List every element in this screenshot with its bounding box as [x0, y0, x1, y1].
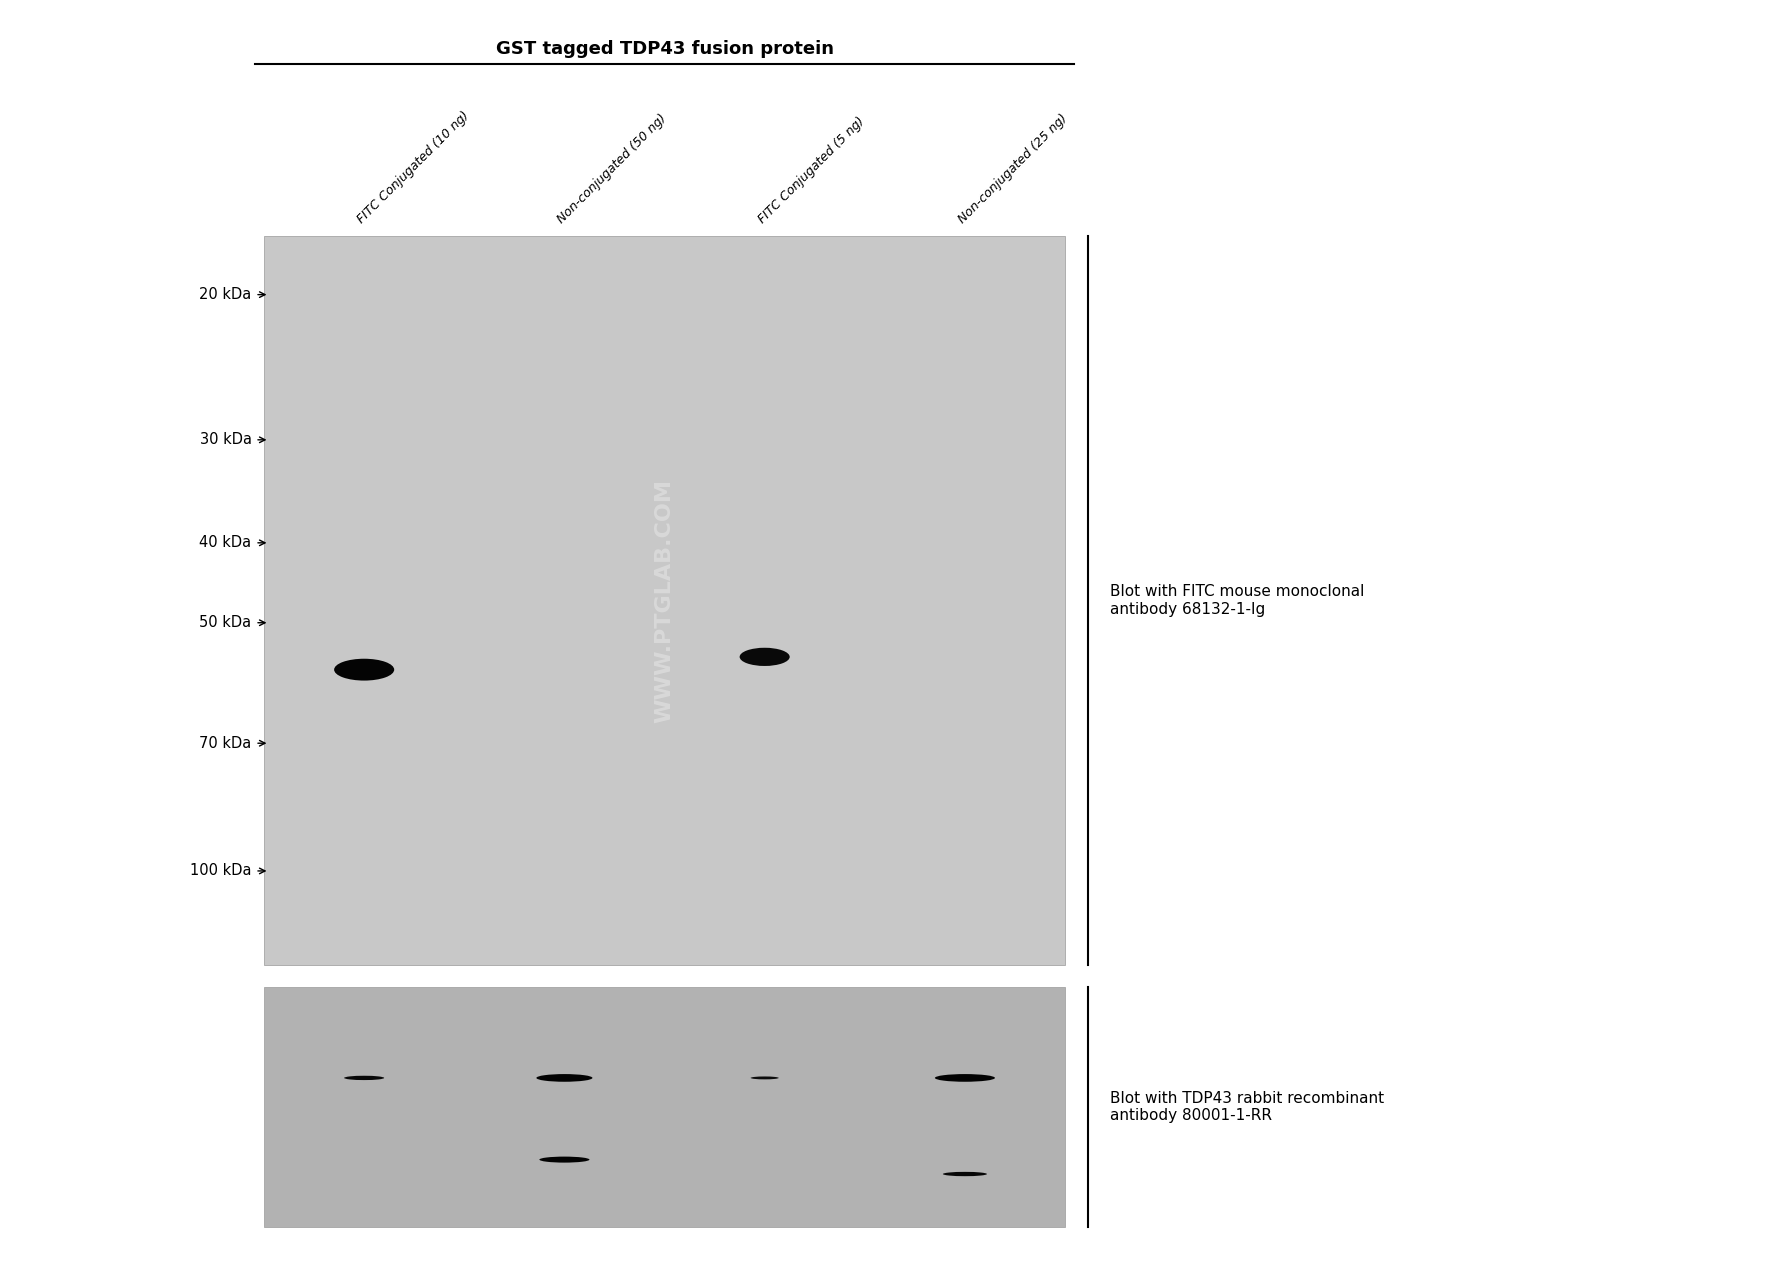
Ellipse shape	[935, 1074, 995, 1081]
Text: 40 kDa: 40 kDa	[200, 535, 252, 551]
Text: 20 kDa: 20 kDa	[200, 288, 252, 302]
Text: 50 kDa: 50 kDa	[200, 615, 252, 630]
Bar	[264, 236, 1065, 965]
Text: WWW.PTGLAB.COM: WWW.PTGLAB.COM	[655, 479, 674, 722]
Text: FITC Conjugated (10 ng): FITC Conjugated (10 ng)	[355, 109, 473, 226]
Ellipse shape	[751, 1076, 778, 1080]
Text: Non-conjugated (25 ng): Non-conjugated (25 ng)	[956, 112, 1070, 226]
Text: 100 kDa: 100 kDa	[191, 864, 252, 878]
Text: GST tagged TDP43 fusion protein: GST tagged TDP43 fusion protein	[496, 40, 833, 58]
Bar	[264, 987, 1065, 1227]
Ellipse shape	[334, 658, 394, 681]
Ellipse shape	[944, 1172, 987, 1176]
Text: Blot with TDP43 rabbit recombinant
antibody 80001-1-RR: Blot with TDP43 rabbit recombinant antib…	[1110, 1090, 1384, 1123]
Text: 30 kDa: 30 kDa	[200, 432, 252, 447]
Text: Non-conjugated (50 ng): Non-conjugated (50 ng)	[555, 112, 669, 226]
Ellipse shape	[537, 1074, 592, 1081]
Ellipse shape	[539, 1157, 589, 1163]
Ellipse shape	[344, 1076, 384, 1080]
Text: FITC Conjugated (5 ng): FITC Conjugated (5 ng)	[755, 115, 867, 226]
Ellipse shape	[740, 648, 790, 666]
Text: Blot with FITC mouse monoclonal
antibody 68132-1-Ig: Blot with FITC mouse monoclonal antibody…	[1110, 584, 1365, 617]
Text: 70 kDa: 70 kDa	[200, 736, 252, 750]
